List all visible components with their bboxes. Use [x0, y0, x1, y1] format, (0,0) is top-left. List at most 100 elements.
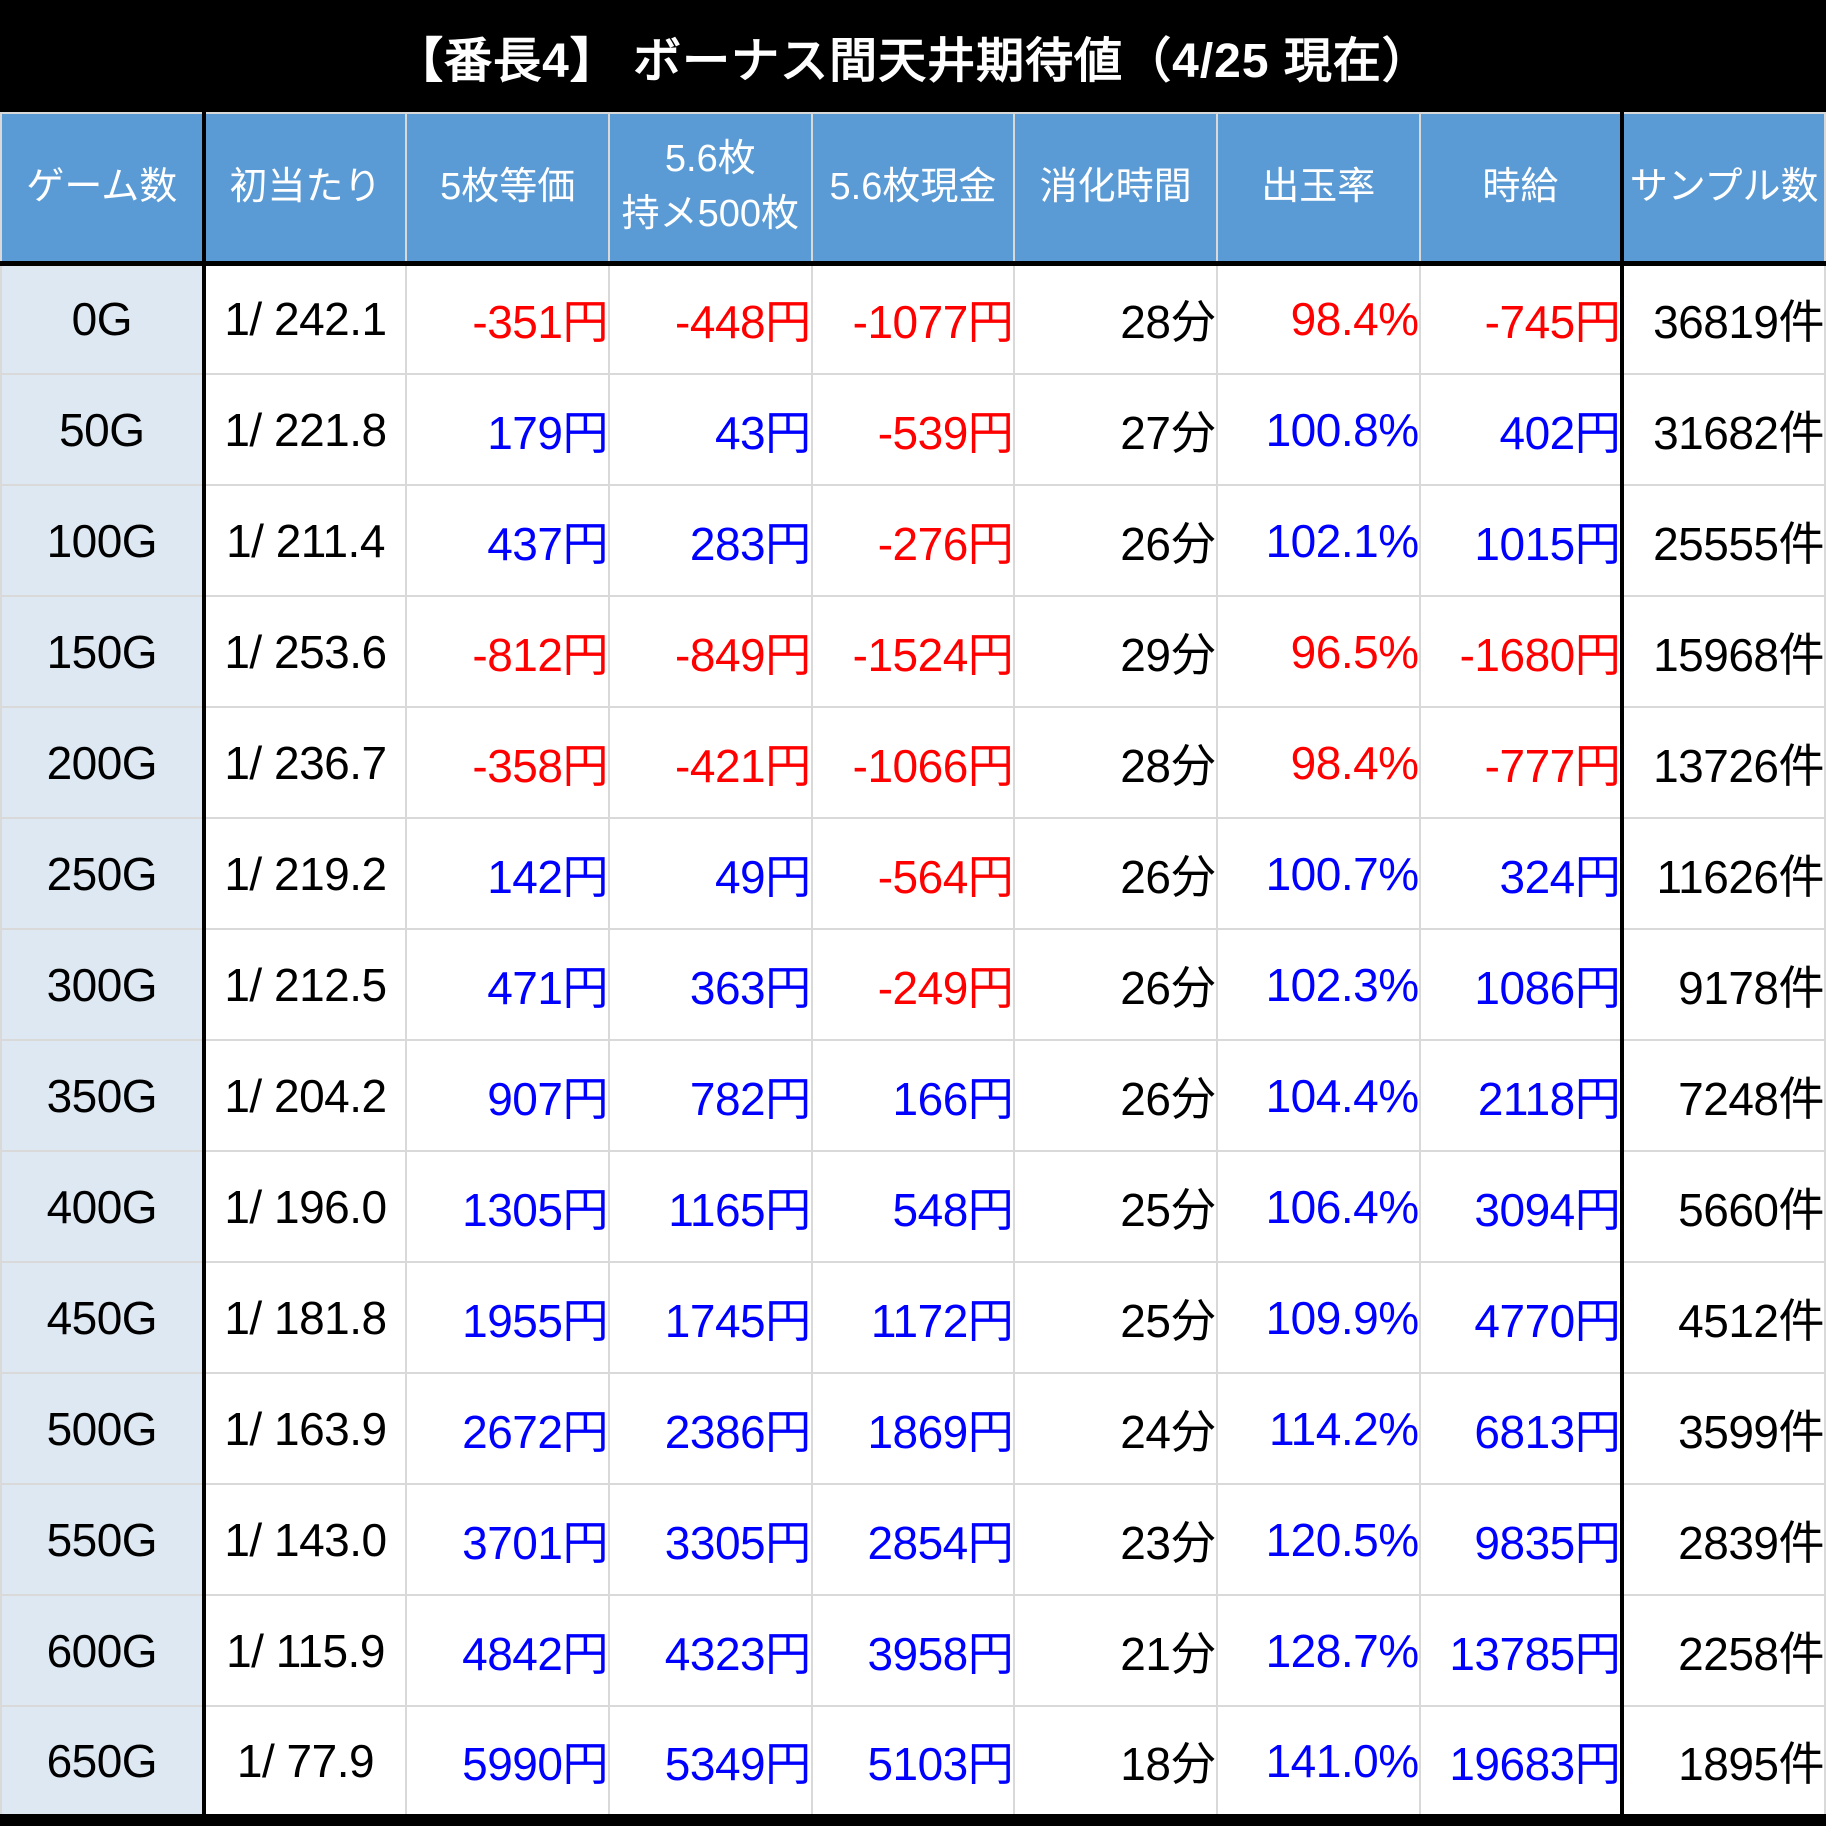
- cell-mochi56: -849円: [607, 595, 813, 708]
- cell-mochi56: 49円: [607, 817, 813, 930]
- cell-first_hit: 1/ 181.8: [202, 1261, 408, 1374]
- cell-equal5: 142円: [405, 817, 610, 930]
- cell-rate: 102.3%: [1215, 928, 1421, 1041]
- cell-first_hit: 1/ 196.0: [202, 1150, 408, 1263]
- column-header-hourly: 時給: [1418, 112, 1624, 264]
- cell-mochi56: 2386円: [607, 1372, 813, 1485]
- cell-time: 26分: [1013, 928, 1218, 1041]
- cell-first_hit: 1/ 212.5: [202, 928, 408, 1041]
- cell-mochi56: 363円: [607, 928, 813, 1041]
- cell-equal5: 907円: [405, 1039, 610, 1152]
- cell-equal5: 1305円: [405, 1150, 610, 1263]
- table-row: 600G 1/ 115.9 4842円 4323円 3958円 21分 128.7% 1378…: [0, 1594, 1826, 1707]
- cell-games: 600G: [0, 1594, 206, 1707]
- cell-samples: 25555件: [1620, 484, 1826, 597]
- cell-first_hit: 1/ 242.1: [202, 262, 408, 375]
- cell-hourly: 1086円: [1418, 928, 1624, 1041]
- cell-time: 24分: [1013, 1372, 1218, 1485]
- cell-first_hit: 1/ 77.9: [202, 1705, 408, 1818]
- cell-mochi56: 4323円: [607, 1594, 813, 1707]
- page-title: 【番長4】 ボーナス間天井期待値（4/25 現在）: [0, 0, 1826, 112]
- column-header-samples: サンプル数: [1620, 112, 1826, 264]
- column-header-time: 消化時間: [1013, 112, 1218, 264]
- cell-cash56: -276円: [810, 484, 1016, 597]
- cell-cash56: 1869円: [810, 1372, 1016, 1485]
- column-header-equal5: 5枚等価: [405, 112, 610, 264]
- cell-samples: 31682件: [1620, 373, 1826, 486]
- table-row: 650G 1/ 77.9 5990円 5349円 5103円 18分 141.0% 19683…: [0, 1705, 1826, 1818]
- cell-games: 200G: [0, 706, 206, 819]
- cell-time: 26分: [1013, 1039, 1218, 1152]
- cell-games: 550G: [0, 1483, 206, 1596]
- cell-cash56: 1172円: [810, 1261, 1016, 1374]
- cell-mochi56: 5349円: [607, 1705, 813, 1818]
- column-header-rate: 出玉率: [1215, 112, 1421, 264]
- cell-rate: 141.0%: [1215, 1705, 1421, 1818]
- cell-mochi56: 1745円: [607, 1261, 813, 1374]
- cell-first_hit: 1/ 163.9: [202, 1372, 408, 1485]
- column-header-games: ゲーム数: [0, 112, 206, 264]
- cell-samples: 4512件: [1620, 1261, 1826, 1374]
- cell-hourly: 324円: [1418, 817, 1624, 930]
- cell-hourly: 4770円: [1418, 1261, 1624, 1374]
- cell-cash56: -539円: [810, 373, 1016, 486]
- cell-cash56: -1066円: [810, 706, 1016, 819]
- cell-mochi56: 1165円: [607, 1150, 813, 1263]
- cell-rate: 96.5%: [1215, 595, 1421, 708]
- cell-games: 150G: [0, 595, 206, 708]
- cell-games: 400G: [0, 1150, 206, 1263]
- cell-hourly: 402円: [1418, 373, 1624, 486]
- cell-equal5: 4842円: [405, 1594, 610, 1707]
- table-row: 450G 1/ 181.8 1955円 1745円 1172円 25分 109.9% 4770…: [0, 1261, 1826, 1374]
- table-row: 350G 1/ 204.2 907円 782円 166円 26分 104.4% 2118円 72…: [0, 1039, 1826, 1152]
- cell-time: 27分: [1013, 373, 1218, 486]
- column-header-cash56: 5.6枚現金: [810, 112, 1016, 264]
- cell-rate: 100.8%: [1215, 373, 1421, 486]
- cell-hourly: 6813円: [1418, 1372, 1624, 1485]
- cell-samples: 9178件: [1620, 928, 1826, 1041]
- table-row: 150G 1/ 253.6 -812円 -849円 -1524円 29分 96.5% -168…: [0, 595, 1826, 708]
- cell-equal5: 471円: [405, 928, 610, 1041]
- column-header-mochi56: 5.6枚 持メ500枚: [607, 112, 813, 264]
- cell-hourly: -777円: [1418, 706, 1624, 819]
- cell-hourly: 3094円: [1418, 1150, 1624, 1263]
- cell-rate: 120.5%: [1215, 1483, 1421, 1596]
- cell-hourly: 19683円: [1418, 1705, 1624, 1818]
- cell-mochi56: 782円: [607, 1039, 813, 1152]
- cell-hourly: -1680円: [1418, 595, 1624, 708]
- cell-games: 350G: [0, 1039, 206, 1152]
- cell-games: 300G: [0, 928, 206, 1041]
- cell-hourly: 1015円: [1418, 484, 1624, 597]
- cell-first_hit: 1/ 143.0: [202, 1483, 408, 1596]
- table-row: 500G 1/ 163.9 2672円 2386円 1869円 24分 114.2% 6813…: [0, 1372, 1826, 1485]
- cell-cash56: -1524円: [810, 595, 1016, 708]
- cell-cash56: -1077円: [810, 262, 1016, 375]
- cell-first_hit: 1/ 204.2: [202, 1039, 408, 1152]
- cell-rate: 98.4%: [1215, 262, 1421, 375]
- cell-first_hit: 1/ 221.8: [202, 373, 408, 486]
- table-row: 550G 1/ 143.0 3701円 3305円 2854円 23分 120.5% 9835…: [0, 1483, 1826, 1596]
- cell-samples: 11626件: [1620, 817, 1826, 930]
- table-row: 0G 1/ 242.1 -351円 -448円 -1077円 28分 98.4% -745円 3…: [0, 262, 1826, 375]
- cell-samples: 2839件: [1620, 1483, 1826, 1596]
- table-row: 200G 1/ 236.7 -358円 -421円 -1066円 28分 98.4% -777…: [0, 706, 1826, 819]
- cell-rate: 102.1%: [1215, 484, 1421, 597]
- cell-time: 21分: [1013, 1594, 1218, 1707]
- cell-mochi56: -448円: [607, 262, 813, 375]
- cell-time: 26分: [1013, 817, 1218, 930]
- cell-cash56: 548円: [810, 1150, 1016, 1263]
- cell-cash56: 3958円: [810, 1594, 1016, 1707]
- cell-games: 100G: [0, 484, 206, 597]
- cell-rate: 128.7%: [1215, 1594, 1421, 1707]
- cell-games: 450G: [0, 1261, 206, 1374]
- cell-equal5: 5990円: [405, 1705, 610, 1818]
- cell-rate: 114.2%: [1215, 1372, 1421, 1485]
- cell-hourly: -745円: [1418, 262, 1624, 375]
- cell-samples: 1895件: [1620, 1705, 1826, 1818]
- cell-time: 25分: [1013, 1261, 1218, 1374]
- table-row: 100G 1/ 211.4 437円 283円 -276円 26分 102.1% 1015円 2…: [0, 484, 1826, 597]
- cell-first_hit: 1/ 219.2: [202, 817, 408, 930]
- cell-equal5: 437円: [405, 484, 610, 597]
- cell-cash56: 5103円: [810, 1705, 1016, 1818]
